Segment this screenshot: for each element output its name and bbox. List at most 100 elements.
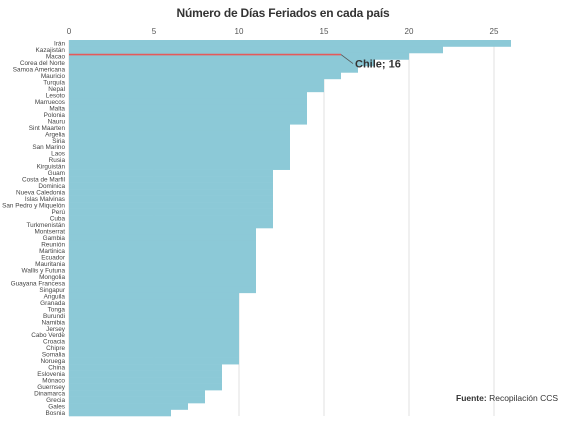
source-label: Fuente: (456, 393, 487, 403)
category-label: Cabo Verde (31, 332, 65, 339)
bar (69, 364, 222, 371)
bar (69, 78, 324, 86)
bar (69, 351, 239, 358)
category-label: Marruecos (35, 99, 65, 106)
bar (69, 72, 341, 80)
bar (69, 273, 256, 281)
category-label: Jersey (46, 326, 66, 333)
source-note: Fuente: Recopilación CCS (456, 393, 558, 403)
category-label: Granada (40, 300, 65, 307)
category-label: Mauritania (35, 261, 65, 268)
category-label: Guam (48, 170, 65, 177)
bar (69, 215, 273, 222)
category-label: Bosnia (45, 410, 65, 417)
category-label: Dominica (38, 183, 65, 190)
bar (69, 182, 273, 190)
bar (69, 208, 273, 216)
category-label: Gales (48, 404, 65, 411)
category-label: Polonia (44, 112, 66, 119)
bar (69, 240, 256, 248)
category-label: Burundi (43, 313, 65, 320)
bar (69, 91, 307, 99)
category-label: Wallis y Futuna (22, 267, 66, 274)
category-label: Guernsey (37, 384, 66, 391)
x-tick-label: 10 (235, 27, 244, 36)
category-label: Gambia (43, 235, 66, 242)
bar (69, 312, 239, 320)
bar (69, 117, 307, 125)
category-label: Laos (51, 151, 65, 158)
bar (69, 299, 239, 307)
bar (69, 176, 273, 183)
bar (69, 279, 256, 287)
category-label: Turkmenistán (27, 222, 66, 229)
bar (69, 221, 273, 229)
bar (69, 111, 307, 119)
bar (69, 65, 358, 73)
category-label: Rusia (49, 157, 66, 164)
category-label: Islas Malvinas (25, 196, 65, 203)
category-label: Siria (52, 138, 65, 145)
x-tick-label: 0 (67, 27, 72, 36)
x-tick-label: 15 (320, 27, 329, 36)
bar (69, 189, 273, 196)
x-tick-label: 25 (490, 27, 499, 36)
bar (69, 377, 222, 384)
category-label: Samoa Americana (13, 66, 66, 73)
bar (69, 143, 290, 151)
category-label: Ecuador (41, 254, 66, 261)
bar (69, 59, 375, 67)
bar (69, 228, 256, 235)
category-label: Kirguistán (37, 164, 66, 171)
category-label: Kazajistán (36, 47, 66, 54)
bar (69, 260, 256, 268)
bar (69, 46, 443, 54)
bar (69, 305, 239, 313)
bar (69, 124, 290, 132)
category-label: Corea del Norte (20, 60, 66, 67)
category-label: Malta (49, 105, 65, 112)
category-label: Mauricio (41, 73, 66, 80)
bar (69, 383, 222, 391)
category-label: Croacia (43, 339, 65, 346)
bar (69, 409, 171, 417)
bar (69, 85, 324, 93)
annotation-label: Chile; 16 (355, 59, 401, 71)
bar (69, 156, 290, 164)
category-label: Nauru (48, 118, 66, 125)
category-label: Costa de Marfil (22, 177, 65, 184)
category-label: Perú (52, 209, 66, 216)
bar (69, 286, 256, 294)
category-label: Mongolia (39, 274, 65, 281)
bar (69, 40, 511, 47)
bar (69, 137, 290, 145)
chart-title: Número de Días Feriados en cada país (176, 6, 390, 20)
category-label: Eslovenia (37, 371, 65, 378)
category-label: Reunión (41, 241, 65, 248)
category-label: San Marino (32, 144, 65, 151)
category-label: Anguila (44, 293, 66, 300)
bar (69, 163, 290, 170)
category-label: Dinamarca (34, 391, 65, 398)
bar (69, 253, 256, 261)
category-label: Nepal (48, 86, 65, 93)
category-label: Noruega (40, 358, 65, 365)
category-label: Tonga (48, 306, 66, 313)
x-tick-label: 20 (405, 27, 414, 36)
bar (69, 104, 307, 112)
bar (69, 357, 239, 365)
bar (69, 292, 239, 300)
category-label: San Pedro y Miquelón (2, 203, 65, 210)
category-label: China (48, 365, 65, 372)
category-label: Singapur (39, 287, 65, 294)
bar (69, 98, 307, 106)
category-label: Turquía (43, 79, 65, 86)
bar (69, 266, 256, 274)
category-label: Lesoto (46, 92, 66, 99)
category-label: Argelia (45, 131, 65, 138)
category-label: Grecia (46, 397, 65, 404)
bar (69, 150, 290, 157)
bar (69, 169, 273, 177)
bar (69, 247, 256, 255)
